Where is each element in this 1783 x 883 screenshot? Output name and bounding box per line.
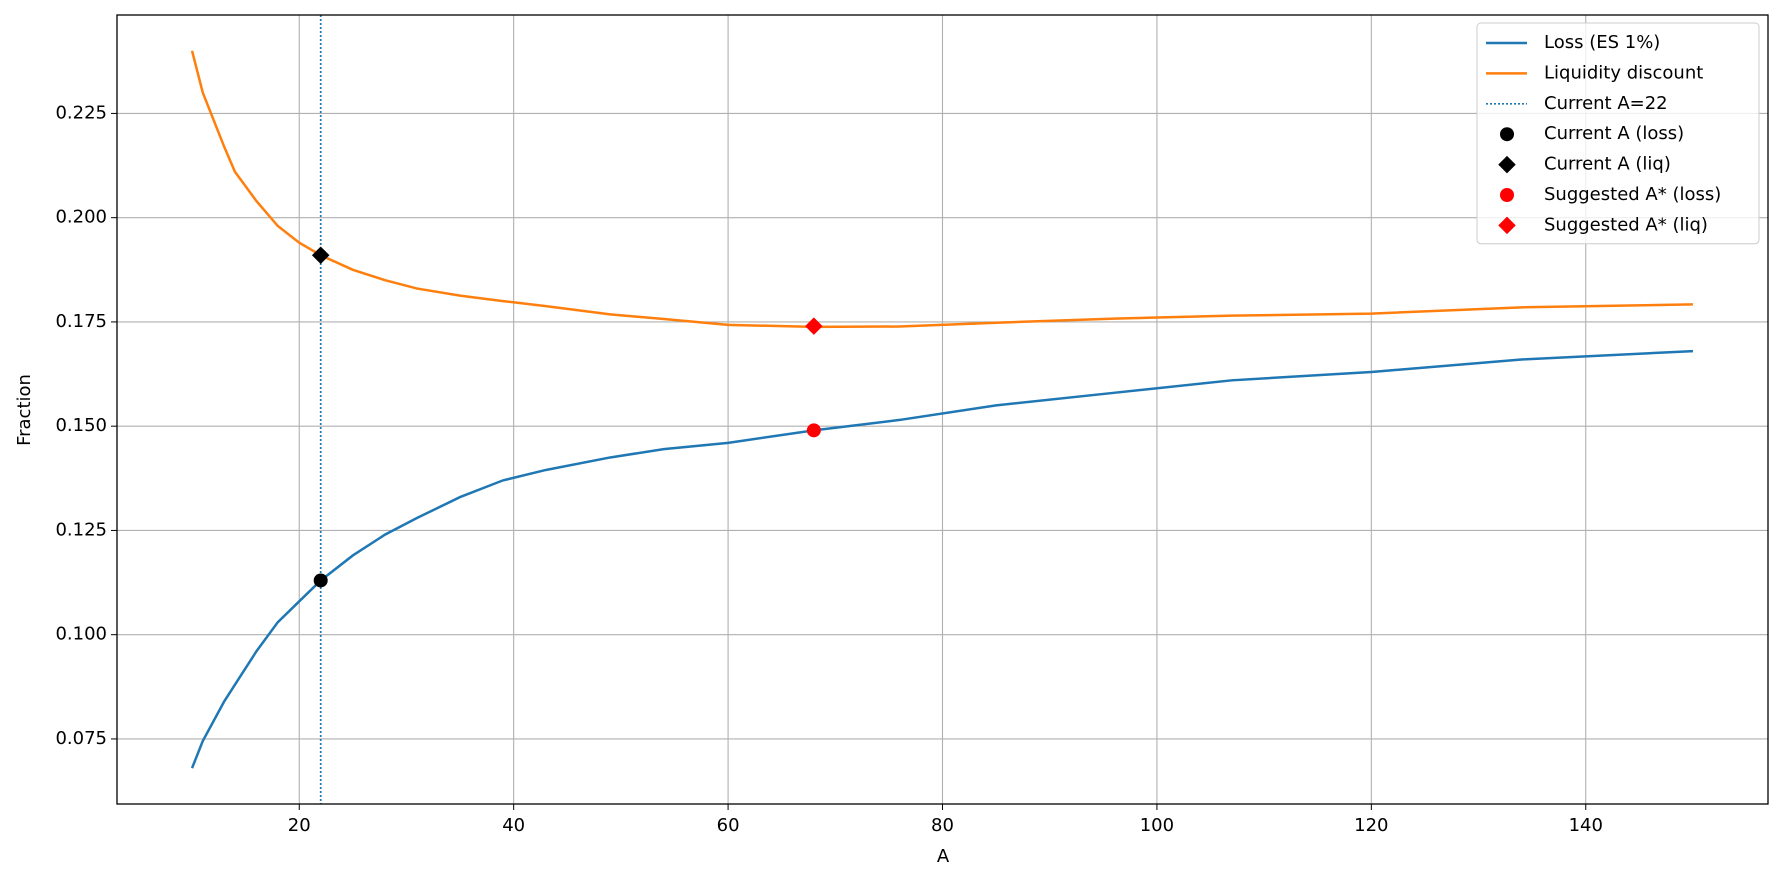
legend-marker [1500, 127, 1514, 142]
x-axis-label: A [937, 846, 950, 867]
y-tick-label: 0.200 [55, 207, 107, 228]
legend-marker [1500, 188, 1514, 202]
y-tick-label: 0.100 [55, 624, 107, 645]
x-tick-label: 140 [1569, 815, 1603, 836]
legend-label: Current A (loss) [1544, 123, 1684, 144]
legend-label: Suggested A* (loss) [1544, 184, 1721, 205]
legend-box [1476, 22, 1760, 245]
legend-label: Current A=22 [1544, 93, 1668, 114]
y-tick-label: 0.150 [55, 415, 107, 436]
legend-label: Suggested A* (liq) [1544, 214, 1708, 235]
marker [805, 317, 823, 335]
x-tick-label: 80 [931, 815, 954, 836]
plot-frame [116, 14, 1769, 805]
y-tick-label: 0.225 [55, 102, 107, 123]
x-tick-label: 120 [1354, 815, 1388, 836]
legend-label: Current A (liq) [1544, 154, 1671, 175]
y-tick-label: 0.175 [55, 311, 107, 332]
marker [311, 246, 330, 264]
y-tick-label: 0.125 [55, 519, 107, 540]
x-tick-label: 60 [717, 815, 740, 836]
legend-label: Liquidity discount [1544, 62, 1703, 83]
line-series [190, 349, 1694, 769]
x-tick-label: 100 [1140, 815, 1174, 836]
x-tick-label: 40 [502, 815, 525, 836]
marker [313, 573, 328, 588]
y-tick-label: 0.075 [55, 728, 107, 749]
y-axis-label: Fraction [14, 374, 35, 446]
marker [806, 423, 821, 438]
line-series [190, 50, 1693, 329]
legend-marker [1498, 155, 1516, 174]
legend-label: Loss (ES 1%) [1544, 32, 1660, 53]
x-tick-label: 20 [288, 815, 311, 836]
legend-marker [1498, 216, 1516, 235]
